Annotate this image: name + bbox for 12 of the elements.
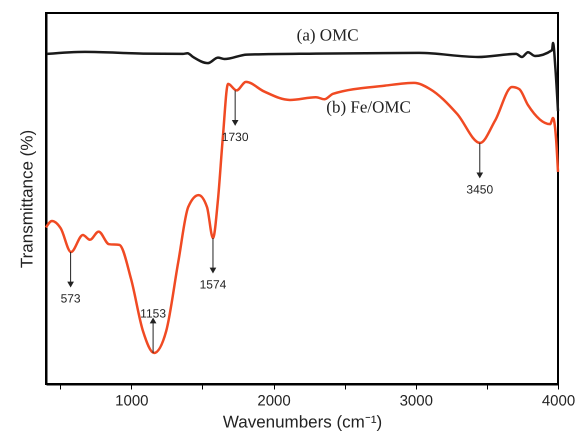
series-label: (a) OMC [296,26,359,45]
x-tick-label: 2000 [257,392,291,410]
x-tick-label: 1000 [115,392,149,410]
annotation: 1153 [140,306,166,320]
series-label: (b) Fe/OMC [326,98,411,117]
annotation: 1574 [200,278,227,292]
y-axis-title: Transmittance (%) [18,130,36,268]
annotation: 3450 [466,182,494,196]
x-axis-title: Wavenumbers (cm⁻¹) [222,412,382,432]
x-tick-label: 4000 [542,392,576,410]
x-tick-label: 3000 [400,392,433,410]
annotation: 573 [60,292,81,306]
